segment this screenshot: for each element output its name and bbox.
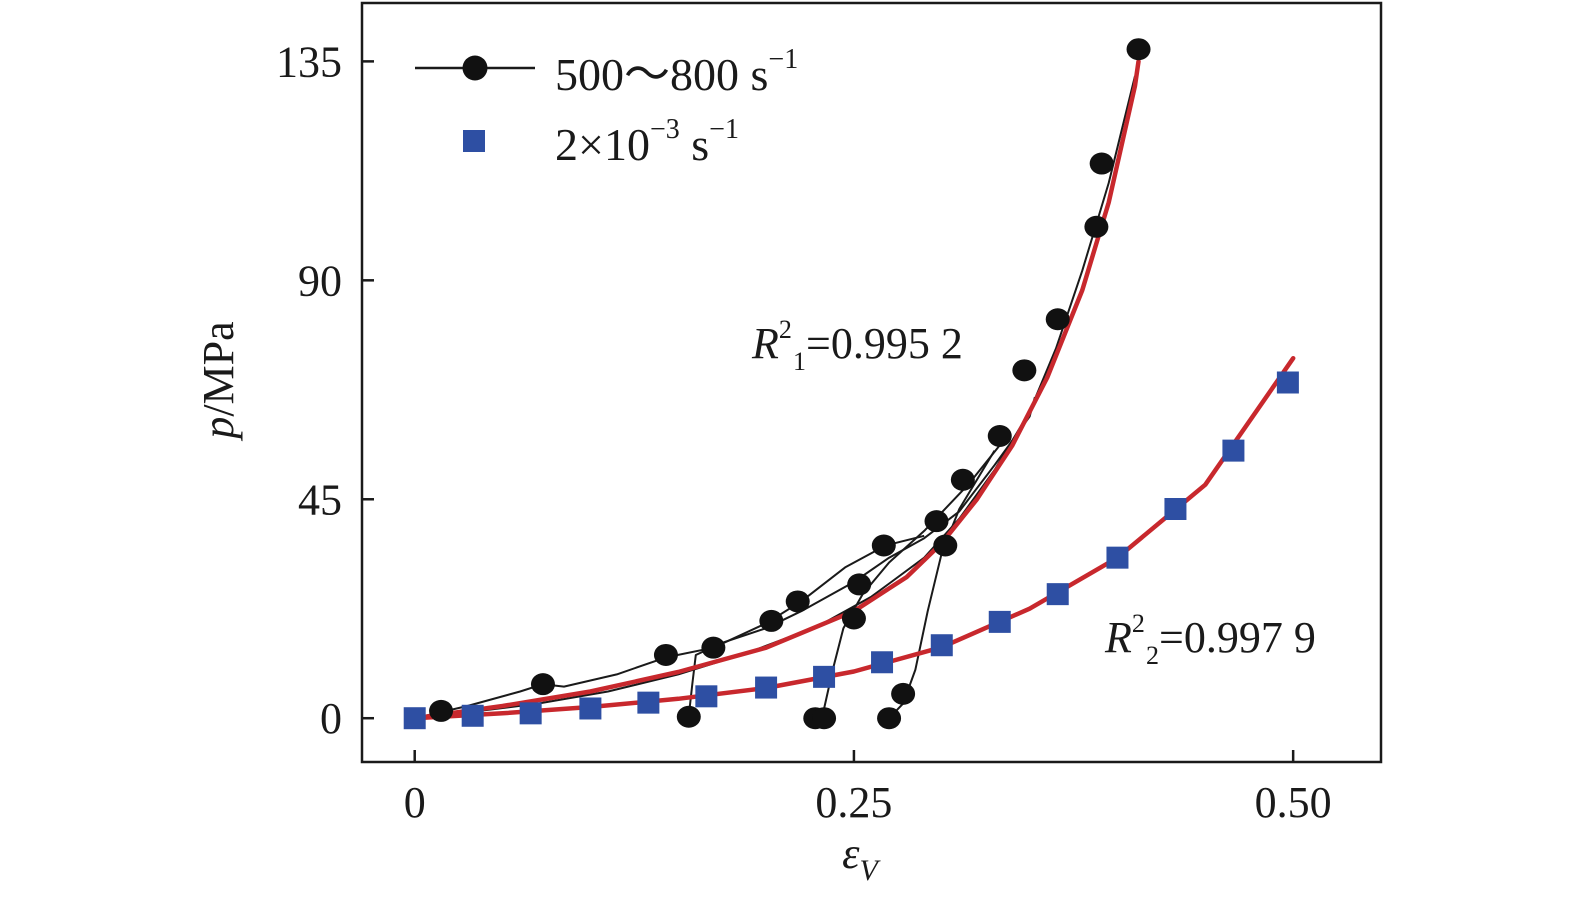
circle-marker [759,609,784,632]
circle-marker [785,590,810,613]
legend-label-2e-3-sup: −3 [650,114,680,145]
circle-marker [841,607,866,630]
circle-marker [676,705,701,728]
circle-marker [891,682,916,705]
square-marker [695,685,718,708]
raw-curve [414,75,1136,720]
x-axis-ticks: 0 0.25 0.50 [404,750,1332,827]
y-tick-label: 45 [298,475,342,524]
y-tick-label: 0 [320,694,342,743]
square-marker [1106,546,1129,569]
circle-marker [871,534,896,557]
square-marker [1164,498,1187,520]
square-marker [461,704,484,727]
square-marker [579,697,602,720]
r2-1-sup: 2 [779,315,792,344]
series-2e-3-markers [403,371,1299,730]
legend-label-500-800-text: 500～800 s [555,49,768,100]
y-tick-label: 135 [276,37,342,86]
legend-label-2e-3-text: 2×10 [555,119,650,170]
r2-annotation-2: R22=0.997 9 [1104,609,1316,670]
x-axis-symbol: ε [842,829,860,878]
y-axis-title: p/MPa [194,321,243,441]
square-marker [871,651,894,674]
y-axis-unit: /MPa [194,321,243,416]
square-marker [930,634,953,657]
square-marker [755,676,778,699]
y-axis-symbol: p [194,417,243,442]
circle-marker [1012,359,1037,382]
circle-marker [933,534,958,557]
x-axis-subscript: V [860,854,882,887]
x-tick-label: 0.25 [815,778,892,827]
y-tick-label: 90 [298,256,342,305]
y-axis-ticks: 0 45 90 135 [276,37,374,743]
legend-label-500-800: 500～800 s−1 [555,44,798,100]
series-500-800-markers [429,38,1151,730]
square-marker [988,610,1011,633]
square-marker [403,707,426,730]
square-marker [1276,371,1299,394]
circle-marker [1126,38,1151,61]
r2-2-sup: 2 [1132,609,1145,638]
circle-marker [847,573,872,596]
r2-1-value: =0.995 2 [806,319,963,368]
x-axis-title: εV [842,829,881,887]
legend-label-2e-3-suffix: s [680,119,709,170]
circle-marker [987,425,1012,448]
square-marker [1222,439,1245,462]
legend-label-2e-3-suffix-sup: −1 [709,114,739,145]
legend-marker-square [463,130,485,152]
square-marker [519,702,542,725]
r2-2-sub: 2 [1146,641,1159,670]
square-marker [1046,583,1069,606]
square-marker [637,691,660,714]
circle-marker [950,468,975,491]
r2-2-label: R [1104,613,1132,662]
plot-frame [360,1,1383,764]
circle-marker [877,707,902,730]
circle-marker [530,673,555,696]
r2-2-value: =0.997 9 [1159,613,1316,662]
r2-annotation-1: R21=0.995 2 [751,315,963,376]
fit-curve-2 [412,355,1296,721]
r2-1-label: R [751,319,779,368]
circle-marker [812,707,837,730]
circle-marker [1084,215,1109,238]
r2-1-sub: 1 [793,347,806,376]
legend-marker-circle [462,55,488,81]
circle-marker [429,699,454,722]
legend-label-2e-3: 2×10−3 s−1 [555,114,739,170]
legend: 500～800 s−1 2×10−3 s−1 [415,44,798,170]
circle-marker [924,510,949,533]
circle-marker [701,636,726,659]
circle-marker [1089,152,1114,175]
legend-label-500-800-sup: −1 [768,44,798,75]
circle-marker [653,643,678,666]
square-marker [813,665,836,688]
circle-marker [1045,308,1070,331]
x-tick-label: 0 [404,778,426,827]
x-tick-label: 0.50 [1255,778,1332,827]
